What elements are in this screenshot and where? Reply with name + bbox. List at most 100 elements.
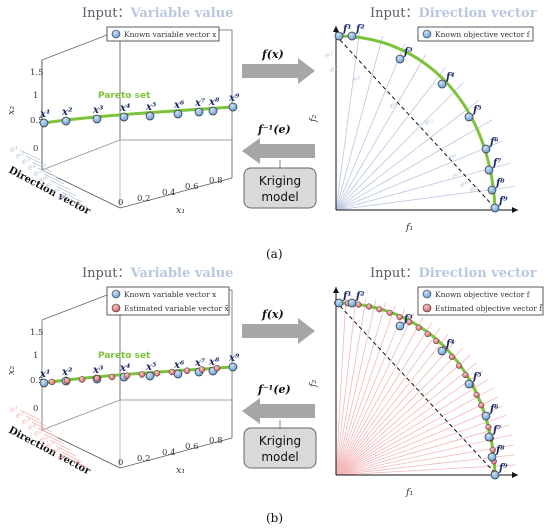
known-objective-point (347, 31, 357, 41)
panel-b: Input：Variable value Input：Direction vec… (6, 266, 544, 525)
finv-label-b: f⁻¹(e) (257, 383, 291, 396)
objective-point-label: f² (355, 24, 365, 35)
estimated-objective-point (473, 391, 480, 398)
objective-point-label: f³ (403, 47, 413, 58)
variable-point-label: x³ (92, 105, 104, 116)
variable-point-label: x⁶ (173, 100, 185, 111)
objective-point-label: f² (355, 291, 365, 302)
e-label: e¹ (10, 405, 18, 414)
objective-point-label: f⁶ (489, 137, 499, 148)
known-objective-point (490, 470, 500, 480)
objective-point-label: f⁸ (495, 445, 505, 456)
known-objective-point (481, 411, 491, 421)
known-variable-point (145, 371, 155, 381)
inverse-arrow-icon-b (242, 398, 315, 424)
pareto-label-a: Pareto set (98, 91, 151, 101)
variable-point-label: x⁵ (145, 362, 157, 373)
legend-known-f-b: Known objective vector f (435, 290, 531, 299)
variable-point-label: x⁵ (145, 102, 157, 113)
ytick-b-1: 1.5 (30, 328, 44, 338)
legend-est-f-b: Estimated objective vector f̃ (435, 304, 543, 313)
variable-point-label: x⁸ (208, 357, 220, 368)
objective-point-label: f⁸ (495, 178, 505, 189)
f2-axis-label-a: f₂ (308, 114, 319, 123)
known-variable-point (173, 109, 183, 119)
variable-point-label: x⁷ (194, 98, 206, 109)
variable-point-label: x⁹ (228, 353, 240, 364)
estimated-objective-point (355, 301, 362, 308)
estimated-objective-point (433, 338, 440, 345)
estimated-objective-point (462, 371, 469, 379)
e-label: e⁵ (34, 429, 43, 438)
objective-point-label: f⁵ (472, 372, 482, 383)
estimated-objective-point (376, 306, 383, 313)
e-label: e⁴ (28, 423, 36, 432)
e-label-arc: e² (330, 65, 338, 74)
e-label: e⁸ (52, 187, 61, 196)
e-label: e⁶ (40, 435, 49, 444)
caption-a: (a) (266, 247, 283, 261)
ytick-a-3: 0.5 (30, 116, 44, 126)
ytick-b-4: 0 (33, 404, 38, 414)
known-objective-point (481, 144, 491, 154)
known-objective-point (347, 298, 357, 308)
input-right-header-a: Input：Direction vector (370, 6, 537, 21)
e-label-arc: e¹ (325, 51, 333, 60)
legend-box-b (106, 286, 230, 316)
variable-point-label: x¹ (39, 109, 50, 120)
objective-point-label: f⁶ (489, 404, 499, 415)
known-variable-point (39, 378, 49, 388)
direction-vector-label-a: Direction vector (7, 165, 93, 218)
variable-point-label: x⁹ (228, 93, 240, 104)
estimated-objective-point (485, 424, 492, 431)
estimated-variable-point (168, 368, 176, 376)
xtick-a-4: 0.6 (185, 182, 199, 192)
e-label: e³ (22, 157, 30, 166)
estimated-objective-point (386, 309, 393, 316)
estimated-variable-point (78, 376, 86, 383)
e-label: e⁷ (46, 181, 55, 190)
known-objective-point (334, 298, 344, 308)
estimated-variable-point (108, 373, 116, 381)
known-variable-point (145, 111, 155, 121)
kriging-label-b-1: Kriging (259, 434, 301, 448)
forward-arrow-icon-a (242, 58, 315, 84)
objective-plot-b: f¹ f² f³ f⁴ f⁵ f⁶ f⁷ f⁸ f⁹ (333, 287, 518, 480)
variable-point-label: x³ (92, 365, 104, 376)
xtick-a-1: 0 (118, 198, 123, 208)
variable-point-label: x⁴ (119, 103, 130, 114)
e-label-arc: e⁷ (453, 171, 462, 180)
e-label: e⁷ (46, 441, 55, 450)
legend-box-a (106, 26, 220, 42)
legend-est-x-b: Estimated variable vector x̃ (124, 304, 230, 313)
input-left-header-a: Input：Variable value (82, 6, 233, 21)
known-f-marker-icon (422, 29, 432, 39)
ytick-b-3: 0.5 (30, 376, 44, 386)
legend-box-f-a (417, 26, 534, 42)
variable-point-label: x⁴ (119, 363, 130, 374)
known-variable-point (228, 362, 238, 372)
xtick-b-3: 0.4 (162, 448, 176, 458)
e-label: e⁵ (34, 169, 43, 178)
known-objective-point (484, 432, 494, 442)
pareto-points-a: x¹ x² x³ x⁴ x⁵ x⁶ x⁷ x⁸ x⁹ (39, 93, 240, 128)
e-label: e² (16, 151, 24, 160)
xtick-a-5: 0.8 (209, 176, 223, 186)
known-variable-point (39, 118, 49, 128)
x1-axis-label-b: x₁ (176, 465, 185, 476)
objective-point-label: f⁹ (498, 196, 508, 207)
known-objective-point (437, 346, 447, 356)
known-objective-point (490, 203, 500, 213)
finv-label-a: f⁻¹(e) (257, 123, 291, 136)
ytick-a-2: 1 (33, 91, 38, 101)
x1-axis-label-a: x₁ (176, 205, 185, 216)
estimated-objective-point (455, 362, 462, 369)
objective-point-label: f⁹ (498, 463, 508, 474)
estimated-objective-point (415, 324, 422, 331)
legend-known-x-b: Known variable vector x (124, 290, 217, 299)
variable-point-label: x² (61, 107, 73, 118)
known-objective-point (464, 112, 474, 122)
estimated-variable-point (63, 377, 71, 384)
